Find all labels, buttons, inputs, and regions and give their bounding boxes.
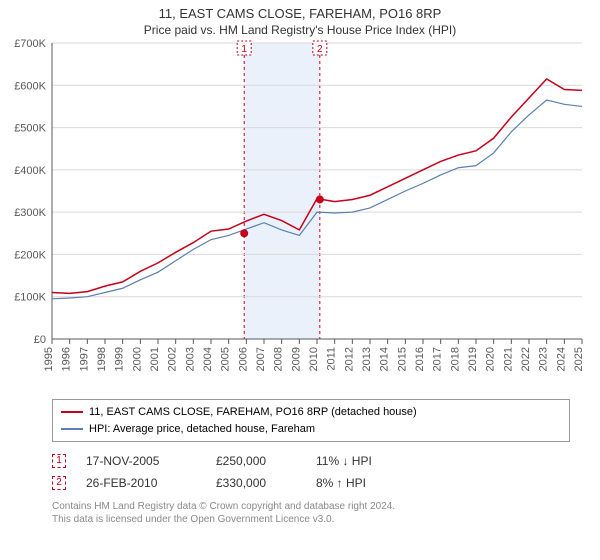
- legend-row: HPI: Average price, detached house, Fare…: [61, 421, 561, 438]
- svg-text:1: 1: [241, 44, 247, 55]
- svg-text:2023: 2023: [538, 347, 550, 371]
- svg-text:£600K: £600K: [14, 80, 46, 92]
- event-marker: 2: [52, 476, 66, 490]
- event-diff: 8% ↑ HPI: [316, 476, 406, 490]
- svg-text:£700K: £700K: [14, 38, 46, 50]
- svg-text:2007: 2007: [255, 347, 267, 371]
- event-row: 2 26-FEB-2010 £330,000 8% ↑ HPI: [52, 472, 570, 494]
- svg-text:2009: 2009: [290, 347, 302, 371]
- svg-text:£100K: £100K: [14, 292, 46, 304]
- page-title: 11, EAST CAMS CLOSE, FAREHAM, PO16 8RP: [0, 6, 600, 21]
- footer-line-1: Contains HM Land Registry data © Crown c…: [52, 500, 570, 513]
- svg-text:2016: 2016: [414, 347, 426, 371]
- svg-text:2019: 2019: [467, 347, 479, 371]
- chart-svg: £0 £100K £200K £300K £400K £500K £600K £700K 199…: [0, 37, 600, 397]
- event-row: 1 17-NOV-2005 £250,000 11% ↓ HPI: [52, 450, 570, 472]
- svg-text:£400K: £400K: [14, 165, 46, 177]
- svg-text:2024: 2024: [555, 347, 567, 371]
- svg-text:2003: 2003: [184, 347, 196, 371]
- svg-text:1995: 1995: [43, 347, 55, 371]
- svg-text:2015: 2015: [396, 347, 408, 371]
- legend-row: 11, EAST CAMS CLOSE, FAREHAM, PO16 8RP (…: [61, 404, 561, 421]
- svg-text:2021: 2021: [502, 347, 514, 371]
- svg-text:2017: 2017: [432, 347, 444, 371]
- event-date: 17-NOV-2005: [86, 454, 196, 468]
- svg-text:2006: 2006: [237, 347, 249, 371]
- svg-text:2012: 2012: [343, 347, 355, 371]
- svg-text:2: 2: [317, 44, 323, 55]
- page-subtitle: Price paid vs. HM Land Registry's House …: [0, 23, 600, 37]
- legend: 11, EAST CAMS CLOSE, FAREHAM, PO16 8RP (…: [52, 399, 570, 442]
- event-marker: 1: [52, 454, 66, 468]
- svg-text:2005: 2005: [220, 347, 232, 371]
- svg-text:£300K: £300K: [14, 207, 46, 219]
- svg-text:2018: 2018: [449, 347, 461, 371]
- svg-text:1999: 1999: [114, 347, 126, 371]
- event-diff: 11% ↓ HPI: [316, 454, 406, 468]
- title-block: 11, EAST CAMS CLOSE, FAREHAM, PO16 8RP P…: [0, 0, 600, 37]
- svg-text:2008: 2008: [273, 347, 285, 371]
- legend-swatch: [61, 411, 83, 413]
- events-table: 1 17-NOV-2005 £250,000 11% ↓ HPI 2 26-FEB-201…: [52, 450, 570, 494]
- svg-text:2001: 2001: [149, 347, 161, 371]
- svg-text:2013: 2013: [361, 347, 373, 371]
- svg-text:1996: 1996: [61, 347, 73, 371]
- footer: Contains HM Land Registry data © Crown c…: [52, 500, 570, 526]
- svg-text:2011: 2011: [326, 347, 338, 371]
- svg-text:2014: 2014: [379, 347, 391, 371]
- svg-text:2010: 2010: [308, 347, 320, 371]
- legend-label: HPI: Average price, detached house, Fare…: [89, 421, 315, 438]
- footer-line-2: This data is licensed under the Open Gov…: [52, 513, 570, 526]
- svg-text:2020: 2020: [485, 347, 497, 371]
- event-date: 26-FEB-2010: [86, 476, 196, 490]
- chart-area: £0 £100K £200K £300K £400K £500K £600K £700K 199…: [0, 37, 600, 397]
- svg-text:2000: 2000: [131, 347, 143, 371]
- event-price: £250,000: [216, 454, 296, 468]
- svg-text:2025: 2025: [573, 347, 585, 371]
- chart-container: 11, EAST CAMS CLOSE, FAREHAM, PO16 8RP P…: [0, 0, 600, 526]
- svg-text:1997: 1997: [78, 347, 90, 371]
- svg-text:2002: 2002: [167, 347, 179, 371]
- svg-text:£200K: £200K: [14, 249, 46, 261]
- svg-text:2004: 2004: [202, 347, 214, 371]
- svg-text:£0: £0: [34, 334, 46, 346]
- svg-text:£500K: £500K: [14, 123, 46, 135]
- legend-label: 11, EAST CAMS CLOSE, FAREHAM, PO16 8RP (…: [89, 404, 417, 421]
- event-price: £330,000: [216, 476, 296, 490]
- legend-swatch: [61, 428, 83, 430]
- svg-text:1998: 1998: [96, 347, 108, 371]
- svg-text:2022: 2022: [520, 347, 532, 371]
